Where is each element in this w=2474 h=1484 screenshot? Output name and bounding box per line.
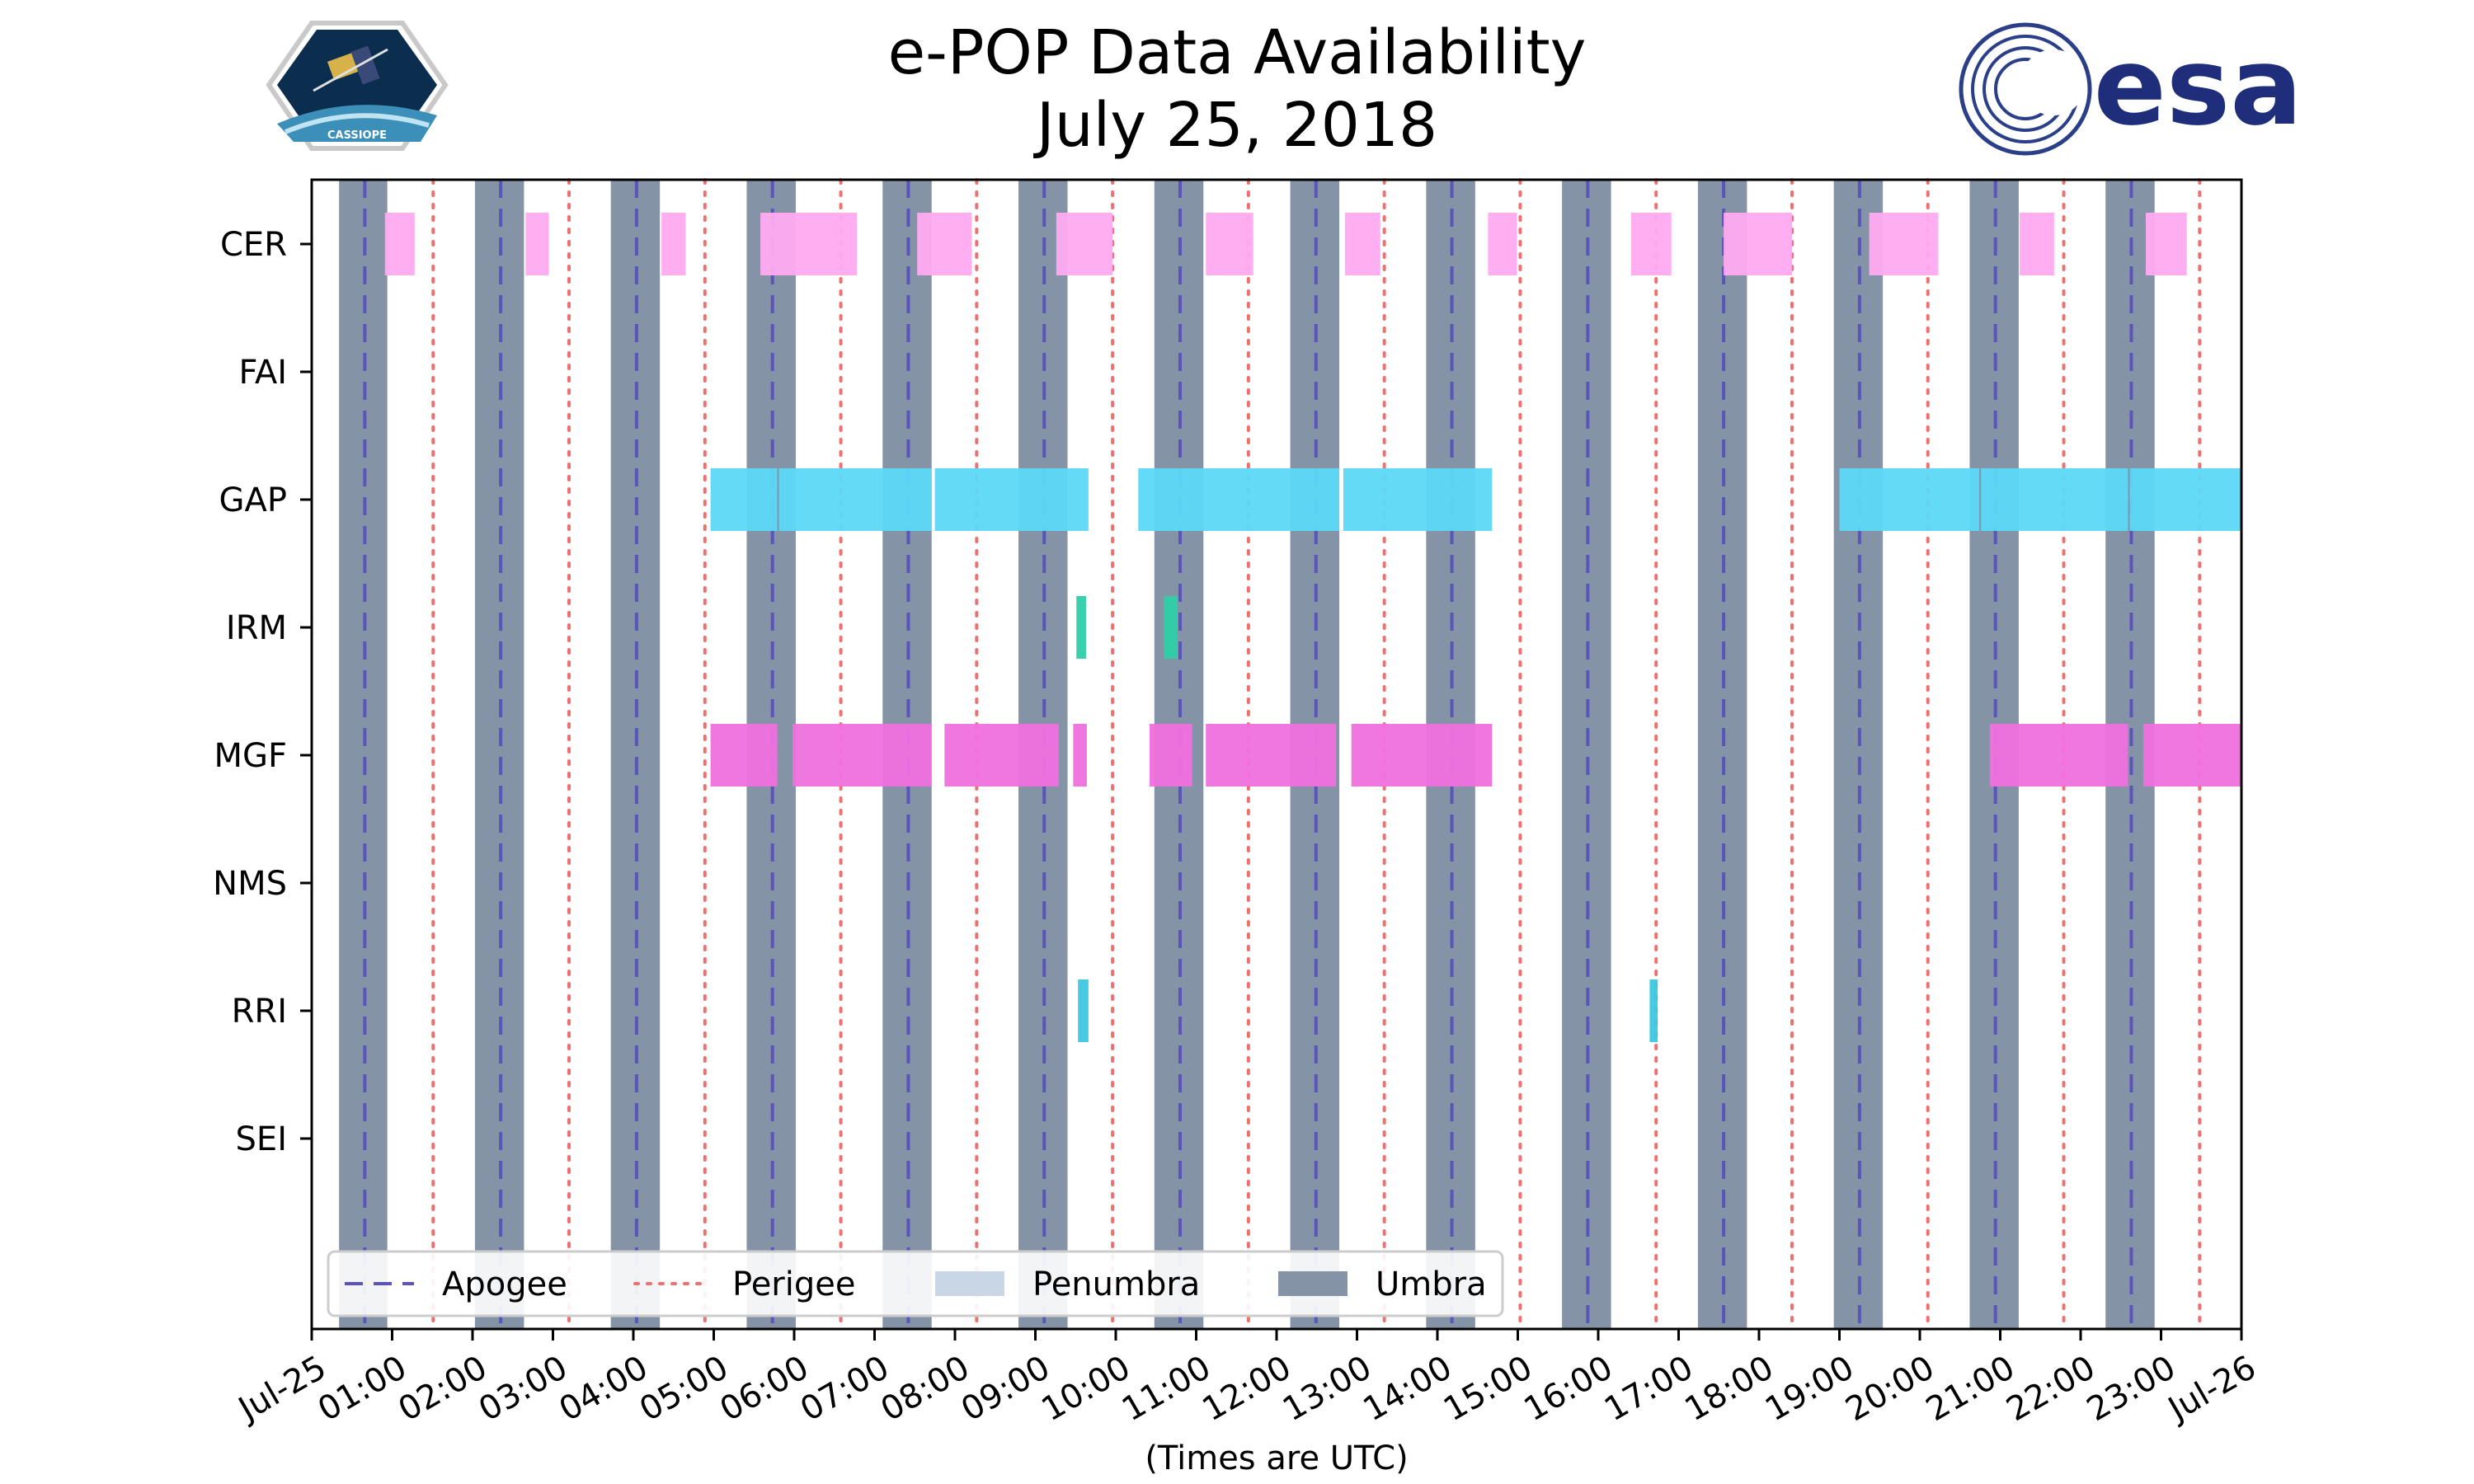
x-tick-label: 15:00	[1437, 1349, 1539, 1429]
legend: Apogee Perigee Penumbra Umbra	[327, 1250, 1504, 1317]
esa-logo: esa	[1959, 22, 2302, 156]
cassiope-logo-text: CASSIOPE	[327, 129, 387, 142]
data-bar-cer	[2019, 213, 2054, 275]
x-tick-label: Jul-26	[2160, 1349, 2262, 1430]
x-tick-label: Jul-25	[230, 1349, 332, 1430]
y-tick-label: SEI	[236, 1120, 287, 1158]
legend-perigee-label: Perigee	[732, 1266, 855, 1303]
legend-penumbra-label: Penumbra	[1032, 1266, 1200, 1303]
umbra-band	[610, 180, 661, 1329]
x-tick-label: 03:00	[473, 1349, 574, 1429]
data-bar-cer	[1344, 213, 1380, 275]
x-tick-label: 06:00	[714, 1349, 816, 1429]
x-tick-label: 18:00	[1679, 1349, 1780, 1429]
umbra-band	[474, 180, 524, 1329]
x-tick-label: 16:00	[1518, 1349, 1620, 1429]
x-tick-label: 11:00	[1116, 1349, 1217, 1429]
data-bar-cer	[661, 213, 686, 275]
y-tick-label: GAP	[219, 481, 287, 519]
umbra-band	[1697, 180, 1747, 1329]
x-tick-label: 02:00	[393, 1349, 494, 1429]
data-bar-mgf	[1149, 724, 1192, 787]
data-bar-cer	[760, 213, 858, 275]
y-tick-label: FAI	[239, 354, 288, 392]
x-tick-label: 12:00	[1197, 1349, 1298, 1429]
y-tick-label: MGF	[214, 737, 287, 775]
data-bar-cer	[1206, 213, 1253, 275]
x-tick-label: 01:00	[312, 1349, 413, 1429]
legend-box	[327, 1250, 1504, 1317]
x-tick-label: 04:00	[553, 1349, 655, 1429]
x-tick-label: 13:00	[1277, 1349, 1378, 1429]
x-tick-label: 07:00	[794, 1349, 896, 1429]
data-bar-cer	[525, 213, 549, 275]
legend-umbra-label: Umbra	[1376, 1266, 1487, 1303]
chart-title: e-POP Data Availability July 25, 2018	[0, 16, 2474, 162]
data-bar-mgf	[710, 724, 778, 787]
x-tick-label: 20:00	[1840, 1349, 1941, 1429]
x-tick-label: 14:00	[1357, 1349, 1459, 1429]
data-bar-cer	[1630, 213, 1672, 275]
data-bar-cer	[1724, 213, 1792, 275]
data-bar-gap	[934, 468, 1089, 531]
data-bar-gap	[1138, 468, 1340, 531]
data-bar-irm	[1076, 596, 1086, 659]
y-tick-label: NMS	[213, 865, 287, 903]
data-bar-gap	[1839, 468, 1980, 531]
legend-apogee-label: Apogee	[442, 1266, 567, 1303]
data-bar-gap	[1981, 468, 2128, 531]
data-bar-mgf	[944, 724, 1059, 787]
x-tick-label: 08:00	[875, 1349, 976, 1429]
y-tick-label: RRI	[232, 993, 287, 1031]
data-bar-gap	[778, 468, 932, 531]
x-axis-label: (Times are UTC)	[1145, 1439, 1408, 1477]
chart-title-line1: e-POP Data Availability	[887, 17, 1587, 88]
x-tick-label: 23:00	[2081, 1349, 2182, 1429]
data-bar-cer	[384, 213, 415, 275]
umbra-band	[1562, 180, 1611, 1329]
data-bar-gap	[710, 468, 778, 531]
x-tick-label: 09:00	[955, 1349, 1056, 1429]
y-tick-label: CER	[220, 226, 287, 264]
data-bar-mgf	[1351, 724, 1493, 787]
x-tick-label: 19:00	[1759, 1349, 1860, 1429]
x-tick-label: 10:00	[1036, 1349, 1137, 1429]
plot-area: CER FAI GAP IRM MGF NMS RRI SEI Jul-2501:0002:00…	[213, 178, 2262, 1477]
data-bar-mgf	[1206, 724, 1337, 787]
cassiope-logo: CASSIOPE	[266, 21, 449, 151]
x-tick-label: 17:00	[1598, 1349, 1700, 1429]
data-bar-rri	[1078, 979, 1089, 1042]
data-bar-mgf	[2143, 724, 2241, 787]
y-tick-label: IRM	[226, 609, 287, 647]
data-bar-cer	[1869, 213, 1939, 275]
data-bar-mgf	[1989, 724, 2128, 787]
data-bar-cer	[917, 213, 972, 275]
x-tick-label: 21:00	[1920, 1349, 2021, 1429]
data-bar-gap	[2129, 468, 2241, 531]
data-bar-irm	[1164, 596, 1178, 659]
x-tick-label: 22:00	[2001, 1349, 2102, 1429]
data-bar-cer	[2145, 213, 2187, 275]
data-bar-mgf	[793, 724, 932, 787]
data-bar-rri	[1649, 979, 1658, 1042]
data-bar-cer	[1488, 213, 1517, 275]
data-bar-cer	[1056, 213, 1113, 275]
data-bar-gap	[1343, 468, 1493, 531]
data-bar-mgf	[1073, 724, 1087, 787]
umbra-band	[339, 180, 388, 1329]
legend-penumbra-swatch	[935, 1271, 1004, 1296]
chart-title-line2: July 25, 2018	[1036, 90, 1438, 161]
x-tick-label: 05:00	[633, 1349, 735, 1429]
esa-logo-text: esa	[2094, 24, 2302, 149]
legend-umbra-swatch	[1278, 1271, 1348, 1296]
umbra-band	[1833, 180, 1884, 1329]
